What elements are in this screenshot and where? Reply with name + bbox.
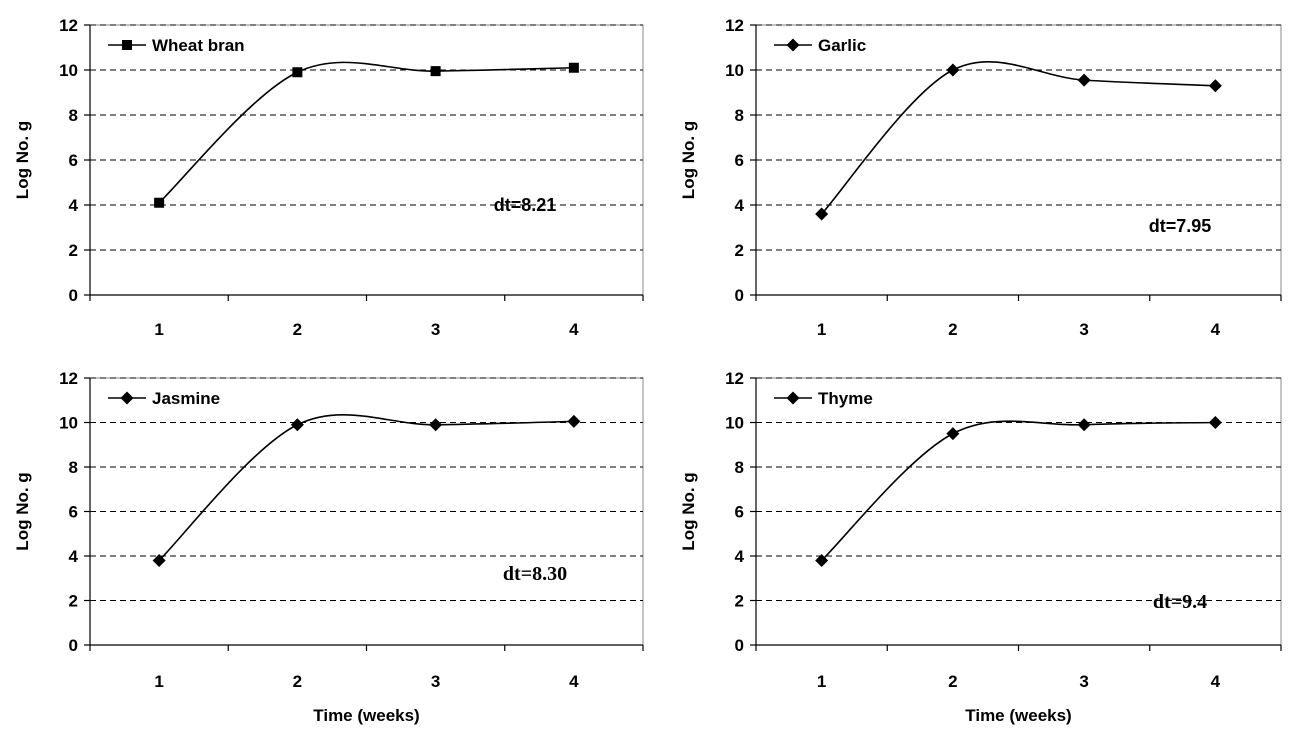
x-tick-label: 2 [293, 320, 302, 339]
legend: Jasmine [108, 389, 220, 408]
y-tick-label: 10 [59, 61, 78, 80]
y-axis-label: Log No. g [13, 472, 32, 550]
series-line [821, 61, 1216, 215]
y-tick-label: 4 [69, 547, 79, 566]
y-tick-label: 2 [735, 592, 744, 611]
data-point [152, 553, 166, 567]
legend-marker [122, 40, 132, 50]
legend: Thyme [774, 389, 873, 408]
y-tick-label: 8 [69, 458, 78, 477]
legend: Wheat bran [108, 36, 245, 55]
data-point [154, 197, 165, 208]
y-tick-label: 10 [725, 61, 744, 80]
y-tick-label: 6 [69, 151, 78, 170]
y-tick-label: 8 [735, 106, 744, 125]
data-point [1077, 418, 1091, 432]
y-axis-label: Log No. g [679, 472, 698, 550]
x-tick-label: 2 [293, 672, 302, 691]
data-point [946, 427, 960, 441]
x-tick-label: 3 [1079, 320, 1088, 339]
y-tick-label: 0 [69, 636, 78, 655]
data-point [1077, 73, 1091, 87]
data-point [430, 66, 441, 77]
legend-label: Garlic [818, 36, 866, 55]
x-tick-label: 3 [431, 320, 440, 339]
y-tick-label: 2 [69, 241, 78, 260]
x-tick-label: 1 [154, 672, 163, 691]
x-tick-label: 4 [569, 672, 579, 691]
y-axis-label: Log No. g [13, 121, 32, 199]
x-tick-label: 3 [1079, 672, 1088, 691]
y-tick-label: 12 [59, 16, 78, 35]
x-tick-label: 1 [154, 320, 163, 339]
y-tick-label: 4 [735, 196, 745, 215]
y-tick-label: 6 [69, 503, 78, 522]
y-tick-label: 0 [735, 636, 744, 655]
y-tick-label: 0 [735, 286, 744, 305]
legend-label: Jasmine [152, 389, 220, 408]
y-tick-label: 8 [735, 458, 744, 477]
x-tick-label: 4 [569, 320, 579, 339]
legend-marker [786, 391, 800, 405]
y-tick-label: 12 [59, 369, 78, 388]
legend-label: Thyme [818, 389, 873, 408]
y-tick-label: 8 [69, 106, 78, 125]
data-point [292, 67, 303, 78]
series-line [158, 61, 574, 204]
annotation-dt: dt=8.21 [494, 195, 557, 215]
legend-label: Wheat bran [152, 36, 245, 55]
data-point [429, 418, 443, 432]
y-tick-label: 10 [59, 414, 78, 433]
legend: Garlic [774, 36, 866, 55]
x-tick-label: 2 [948, 320, 957, 339]
annotation-dt: dt=7.95 [1149, 216, 1212, 236]
y-tick-label: 12 [725, 369, 744, 388]
y-tick-label: 4 [735, 547, 745, 566]
x-tick-label: 1 [817, 320, 826, 339]
x-axis-label: Time (weeks) [965, 706, 1071, 725]
data-point [815, 207, 829, 221]
data-point [1208, 416, 1222, 429]
y-tick-label: 4 [69, 196, 79, 215]
annotation-dt: dt=8.30 [503, 563, 567, 585]
data-point [567, 414, 581, 428]
y-tick-label: 6 [735, 503, 744, 522]
y-tick-label: 0 [69, 286, 78, 305]
y-tick-label: 2 [69, 592, 78, 611]
annotation-dt: dt=9.4 [1153, 591, 1207, 613]
legend-marker [120, 391, 134, 405]
legend-marker [786, 38, 800, 52]
y-tick-label: 10 [725, 414, 744, 433]
y-axis-label: Log No. g [679, 121, 698, 199]
series-line [821, 420, 1216, 562]
y-tick-label: 2 [735, 241, 744, 260]
x-tick-label: 4 [1211, 320, 1221, 339]
data-point [815, 553, 829, 567]
y-tick-label: 6 [735, 151, 744, 170]
x-axis-label: Time (weeks) [313, 706, 419, 725]
data-point [946, 63, 960, 77]
x-tick-label: 1 [817, 672, 826, 691]
x-tick-label: 2 [948, 672, 957, 691]
y-tick-label: 12 [725, 16, 744, 35]
series-line [158, 414, 574, 562]
x-tick-label: 4 [1211, 672, 1221, 691]
data-point [568, 62, 579, 73]
data-point [1208, 79, 1222, 93]
data-point [290, 418, 304, 432]
x-tick-label: 3 [431, 672, 440, 691]
